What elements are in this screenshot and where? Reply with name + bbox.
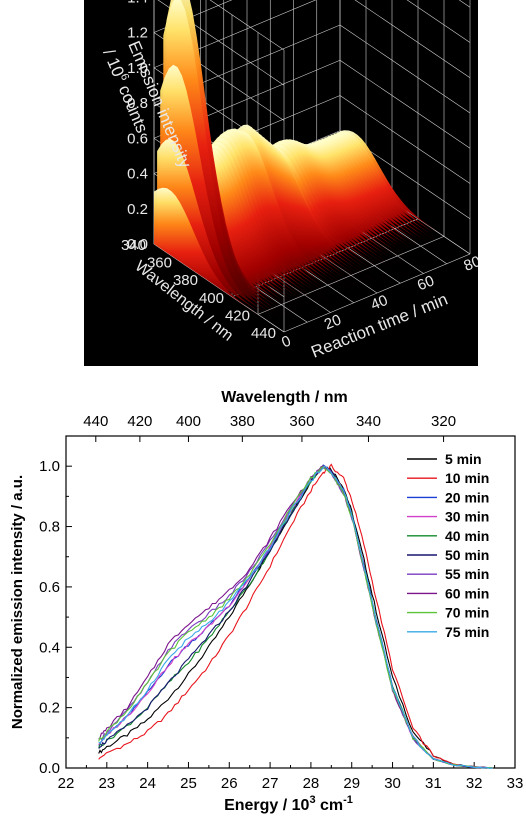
series-line — [98, 465, 493, 769]
chart-legend: 5 min 10 min 20 min 30 min 40 min 50 min 55 mi… — [407, 451, 489, 640]
series-line — [98, 466, 493, 769]
z-tick-label: 1.4 — [127, 0, 148, 6]
y-tick-label: 0.0 — [39, 760, 60, 777]
spectra-chart: 22 23 24 25 26 27 28 29 30 31 32 33 0.0 0.2 0.4 0.6 0.8 1… — [9, 389, 523, 814]
series-line — [98, 465, 493, 769]
surface-slice — [200, 148, 331, 313]
z-tick-label: 1.0 — [127, 60, 148, 77]
surface-slice — [268, 144, 399, 284]
side-wall-hline — [354, 0, 471, 78]
surface-slice — [209, 138, 340, 309]
top-tick-label: 420 — [127, 413, 152, 430]
side-wall-hline — [339, 24, 471, 114]
series-line — [98, 465, 493, 769]
legend-label: 20 min — [445, 489, 489, 505]
time-tick-label: 20 — [322, 311, 344, 333]
top-tick-label: 400 — [176, 413, 201, 430]
x-tick-label: 29 — [343, 775, 360, 792]
surface-slice — [206, 142, 337, 310]
surface-slice — [234, 124, 365, 299]
y-tick-label: 0.6 — [39, 579, 60, 596]
wavelength-tick-label: 360 — [147, 255, 172, 272]
side-wall-hline — [406, 0, 471, 43]
surface-body — [154, 0, 470, 332]
chart-axes: 22 23 24 25 26 27 28 29 30 31 32 33 0.0 0.2 0.4 0.6 0.8 1… — [9, 389, 523, 814]
x-tick-label: 22 — [58, 775, 75, 792]
series-line — [98, 463, 493, 769]
legend-label: 30 min — [445, 509, 489, 525]
wavelength-tick-label: 440 — [251, 325, 276, 342]
surface-slice — [265, 147, 396, 286]
side-wall-hline — [339, 60, 471, 149]
x-tick-label: 32 — [466, 775, 483, 792]
time-tick-label: 60 — [415, 272, 437, 294]
z-tick-label: 0.4 — [127, 166, 148, 183]
wavelength-tick-label: 420 — [225, 307, 250, 324]
surface-slice — [157, 138, 288, 331]
wavelength-tick-label: 340 — [121, 237, 146, 254]
z-tick-label: 1.2 — [127, 25, 148, 42]
series-line — [98, 465, 493, 769]
top-tick-label: 320 — [431, 413, 456, 430]
legend-label: 40 min — [445, 528, 489, 544]
surface-plot: 0.00.20.40.60.81.01.21.41.63403603804004… — [84, 0, 483, 366]
z-tick-label: 0.6 — [127, 130, 148, 147]
x-tick-label: 23 — [98, 775, 115, 792]
surface-slice — [197, 151, 328, 314]
y-axis-title: Normalized emission intensity / a.u. — [9, 475, 26, 729]
time-tick-label: 80 — [461, 253, 478, 275]
spectra-chart-panel: 22 23 24 25 26 27 28 29 30 31 32 33 0.0 0.2 0.4 0.6 0.8 1… — [0, 368, 526, 820]
wavelength-tick-label: 380 — [173, 272, 198, 289]
wavelength-tick-label: 400 — [199, 290, 224, 307]
y-tick-label: 0.2 — [39, 700, 60, 717]
z-tick-label: 0.2 — [127, 201, 148, 218]
top-tick-label: 340 — [356, 413, 381, 430]
surface-slice — [188, 156, 319, 318]
surface-slice — [203, 145, 334, 312]
y-tick-label: 0.8 — [39, 519, 60, 536]
surface-plot-panel: 0.00.20.40.60.81.01.21.41.63403603804004… — [84, 0, 483, 366]
left-wall-hline — [209, 0, 285, 51]
series-line — [98, 464, 493, 769]
surface-slice — [216, 131, 346, 306]
surface-slice — [212, 134, 343, 308]
z-tick-label: 0.8 — [127, 95, 148, 112]
x-tick-label: 27 — [262, 775, 279, 792]
x-tick-label: 26 — [221, 775, 238, 792]
series-line — [98, 466, 493, 769]
surface-slice — [274, 140, 405, 282]
top-axis-title: Wavelength / nm — [221, 389, 348, 406]
z-tick-label: 0.0 — [127, 236, 148, 253]
legend-label: 75 min — [445, 624, 489, 640]
y-tick-label: 1.0 — [39, 458, 60, 475]
surface-slice — [191, 155, 322, 317]
x-tick-label: 28 — [303, 775, 320, 792]
side-wall-hline — [339, 95, 471, 184]
surface-slice — [219, 129, 350, 305]
x-tick-label: 31 — [425, 775, 442, 792]
surface-slice — [222, 128, 353, 304]
y-tick-label: 0.4 — [39, 639, 60, 656]
top-tick-label: 440 — [83, 413, 108, 430]
legend-label: 5 min — [445, 451, 482, 467]
surface-slice — [154, 187, 284, 332]
legend-label: 60 min — [445, 585, 489, 601]
surface-slice — [194, 153, 325, 316]
x-axis-title: Energy / 103 cm-1 — [224, 794, 353, 814]
x-tick-label: 25 — [180, 775, 197, 792]
top-tick-label: 360 — [289, 413, 314, 430]
legend-label: 50 min — [445, 547, 489, 563]
time-tick-label: 40 — [368, 292, 390, 314]
series-line — [98, 465, 493, 769]
x-tick-label: 30 — [384, 775, 401, 792]
surface-slice — [271, 141, 402, 283]
legend-label: 10 min — [445, 470, 489, 486]
series-line — [98, 466, 493, 769]
top-tick-label: 380 — [230, 413, 255, 430]
x-tick-label: 24 — [139, 775, 156, 792]
legend-label: 55 min — [445, 566, 489, 582]
x-tick-label: 33 — [507, 775, 524, 792]
legend-label: 70 min — [445, 605, 489, 621]
chart-series — [98, 463, 493, 769]
